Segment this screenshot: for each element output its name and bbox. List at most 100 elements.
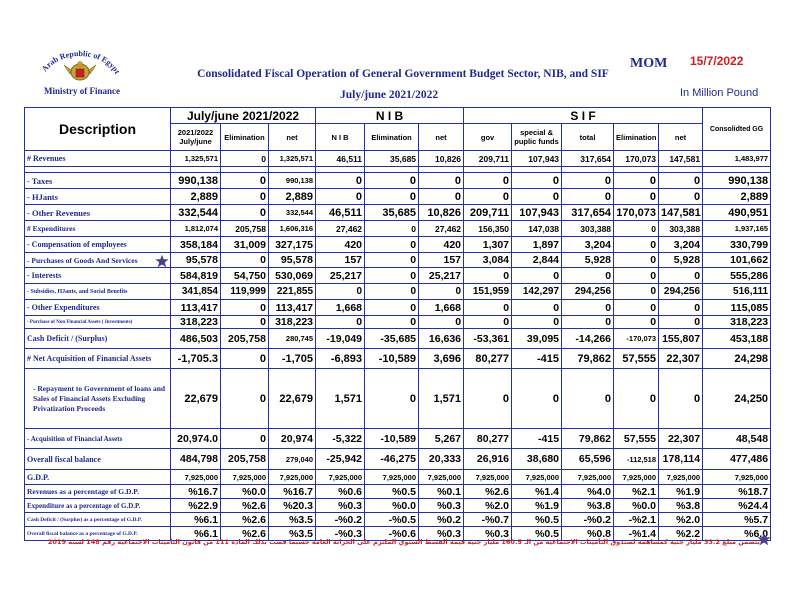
table-cell: 157 xyxy=(315,252,366,268)
table-cell: 0 xyxy=(364,220,420,237)
table-cell: 65,596 xyxy=(561,448,615,470)
table-cell: 22,679 xyxy=(170,368,221,429)
table-cell: 7,925,000 xyxy=(511,469,563,485)
table-cell: 490,951 xyxy=(702,204,772,221)
table-cell: 317,654 xyxy=(561,150,615,167)
table-cell: 205,758 xyxy=(220,220,269,237)
table-cell: 0 xyxy=(561,299,615,316)
row-label: Revenues as a percentage of G.D.P. xyxy=(24,484,171,499)
table-cell: 157 xyxy=(418,252,465,268)
table-cell: 0 xyxy=(658,315,704,329)
table-cell: 0 xyxy=(613,188,660,205)
table-cell: 38,680 xyxy=(511,448,563,470)
table-cell: 0 xyxy=(315,172,366,189)
table-cell: 0 xyxy=(463,267,513,284)
table-cell: -25,942 xyxy=(315,448,366,470)
table-cell: 7,925,000 xyxy=(561,469,615,485)
table-cell: 990,138 xyxy=(702,172,772,189)
table-cell: 35,685 xyxy=(364,150,420,167)
row-label: - Acquisition of Financial Assets xyxy=(24,428,171,449)
table-cell: 0 xyxy=(613,236,660,253)
report-title: Consolidated Fiscal Operation of General… xyxy=(197,68,609,80)
table-cell: 221,855 xyxy=(267,283,317,300)
table-cell: %0.3 xyxy=(315,498,366,513)
table-cell: 453,188 xyxy=(702,328,772,349)
table-cell: 2,889 xyxy=(702,188,772,205)
table-cell: 0 xyxy=(613,315,660,329)
table-cell: 0 xyxy=(220,299,269,316)
row-label: - Purchases of Goods And Services xyxy=(24,252,171,268)
table-cell: 0 xyxy=(220,172,269,189)
table-cell: 0 xyxy=(463,368,513,429)
table-cell: -%0.3 xyxy=(315,526,366,541)
col-sif-elimination: Elimination xyxy=(613,123,660,151)
row-label: - Taxes xyxy=(24,172,171,189)
consolidated-header: Consolidted GG xyxy=(702,107,772,151)
table-cell: %20.3 xyxy=(267,498,317,513)
table-row: G.D.P. 7,925,000 7,925,000 7,925,000 7,925,0… xyxy=(24,469,772,485)
table-cell: 0 xyxy=(511,172,563,189)
row-label: # Revenues xyxy=(24,150,171,167)
table-cell: 0 xyxy=(418,315,465,329)
table-cell: %3.5 xyxy=(267,512,317,527)
table-cell: 7,925,000 xyxy=(418,469,465,485)
table-cell: 1,668 xyxy=(315,299,366,316)
table-row: Revenues as a percentage of G.D.P. %16.7%… xyxy=(24,484,772,499)
table-cell: -%0.7 xyxy=(463,512,513,527)
table-cell: %1.9 xyxy=(658,484,704,499)
table-cell: 1,571 xyxy=(418,368,465,429)
table-cell: 0 xyxy=(613,252,660,268)
table-cell: 113,417 xyxy=(267,299,317,316)
report-subtitle: July/june 2021/2022 xyxy=(340,89,439,101)
table-cell: 0 xyxy=(364,188,420,205)
row-label: G.D.P. xyxy=(24,469,171,485)
row-label: Overall fiscal balance xyxy=(24,448,171,470)
star-icon xyxy=(757,532,771,546)
table-row: # Net Acquisition of Financial Assets -1,… xyxy=(24,348,772,369)
table-row: # Revenues 1,325,571 0 1,325,571 46,511 35,68… xyxy=(24,150,772,167)
table-cell: %18.7 xyxy=(702,484,772,499)
table-cell: 7,925,000 xyxy=(463,469,513,485)
table-cell: 0 xyxy=(561,188,615,205)
table-cell: 1,668 xyxy=(418,299,465,316)
table-cell: 327,175 xyxy=(267,236,317,253)
table-cell: 10,826 xyxy=(418,150,465,167)
col-budget-elimination: Elimination xyxy=(220,123,269,151)
mom-label: MOM xyxy=(630,56,668,71)
table-cell: 555,286 xyxy=(702,267,772,284)
table-cell: 318,223 xyxy=(267,315,317,329)
table-cell: %2.0 xyxy=(658,512,704,527)
table-cell: -1,705 xyxy=(267,348,317,369)
table-cell: 2,889 xyxy=(267,188,317,205)
table-cell: 0 xyxy=(561,172,615,189)
table-cell: %0.2 xyxy=(418,512,465,527)
table-cell: 113,417 xyxy=(170,299,221,316)
table-row: - Compensation of employees 358,184 31,009… xyxy=(24,236,772,253)
table-cell: %0.1 xyxy=(418,484,465,499)
fiscal-table: Description July/june 2021/2022 N I B S … xyxy=(24,107,772,541)
table-cell: 0 xyxy=(463,315,513,329)
table-cell: 0 xyxy=(613,368,660,429)
table-cell: 1,325,571 xyxy=(267,150,317,167)
table-cell: -%1.4 xyxy=(613,526,660,541)
table-cell: %0.0 xyxy=(364,498,420,513)
table-cell: 142,297 xyxy=(511,283,563,300)
table-cell: 1,812,074 xyxy=(170,220,221,237)
table-cell: 0 xyxy=(220,150,269,167)
table-cell: 205,758 xyxy=(220,328,269,349)
table-cell: 0 xyxy=(561,315,615,329)
table-cell: 0 xyxy=(511,188,563,205)
col-sif-net: net xyxy=(658,123,704,151)
table-cell: 155,807 xyxy=(658,328,704,349)
table-cell: %0.0 xyxy=(613,498,660,513)
table-cell: 27,462 xyxy=(418,220,465,237)
table-body: # Revenues 1,325,571 0 1,325,571 46,511 35,68… xyxy=(24,150,772,541)
table-row: - Purchases of Goods And Services 95,578 0… xyxy=(24,252,772,268)
table-cell: 5,267 xyxy=(418,428,465,449)
table-cell: 0 xyxy=(364,267,420,284)
table-cell: 147,038 xyxy=(511,220,563,237)
table-cell: 0 xyxy=(463,188,513,205)
table-cell: 147,581 xyxy=(658,204,704,221)
table-cell: 46,511 xyxy=(315,150,366,167)
table-row: - Other Revenues 332,544 0 332,544 46,511 35,… xyxy=(24,204,772,221)
